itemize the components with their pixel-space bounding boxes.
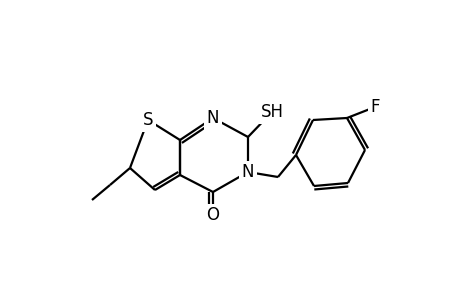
Text: N: N bbox=[241, 163, 254, 181]
Text: F: F bbox=[369, 98, 379, 116]
Text: SH: SH bbox=[260, 103, 283, 121]
Text: N: N bbox=[206, 109, 219, 127]
Text: S: S bbox=[142, 111, 153, 129]
Text: O: O bbox=[206, 206, 219, 224]
